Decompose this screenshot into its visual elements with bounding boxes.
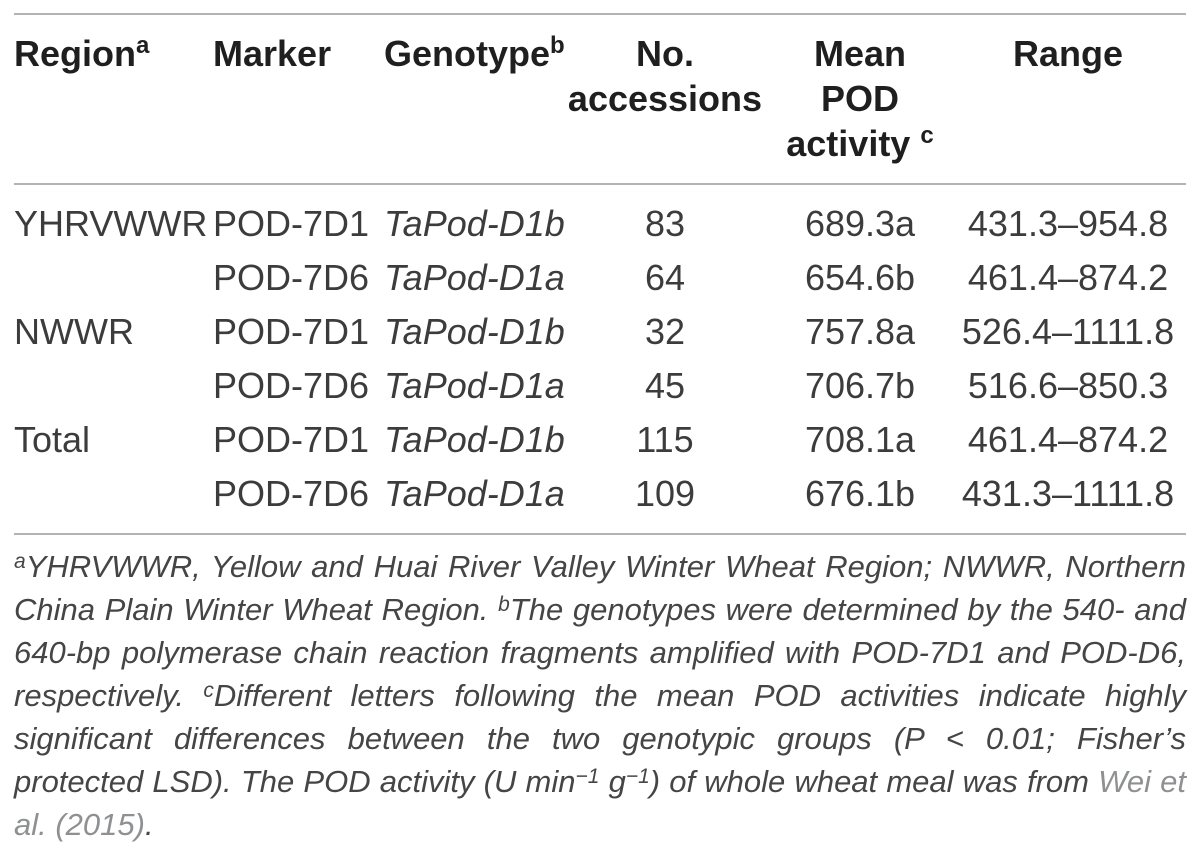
cell-genotype: TaPod-D1b [384,311,565,352]
cell-region [14,359,213,413]
footnote-text: YHRVWWR, Yellow and Huai River Valley Wi… [14,549,1186,627]
cell-marker: POD-7D6 [213,365,370,406]
header-footnote-mark: c [920,122,934,149]
cell-marker: POD-7D6 [213,257,370,298]
footnote-mark: −1 [575,764,600,788]
header-label: accessions [567,78,763,119]
cell-range: 526.4–1111.8 [961,311,1175,352]
header-cell-region: Regiona [14,14,213,185]
cell-marker: POD-7D1 [213,311,370,352]
cell-mean_pod_activity: 676.1b [804,473,916,514]
table-footnote: aYHRVWWR, Yellow and Huai River Valley W… [14,545,1186,846]
cell-range: 516.6–850.3 [967,365,1169,406]
cell-no_accessions: 45 [644,365,686,406]
cell-mean_pod_activity: 708.1a [804,419,916,460]
header-label: Genotype [384,33,551,74]
table-header-row: Regiona Marker Genotypeb No. accessions Mean P… [14,14,1186,185]
footnote-mark: −1 [625,764,650,788]
cell-no_accessions: 32 [644,311,686,352]
cell-marker: POD-7D6 [213,473,370,514]
cell-no_accessions: 83 [644,203,686,244]
footnote-text: . [144,807,154,842]
header-footnote-mark: a [136,32,150,59]
cell-range: 431.3–1111.8 [961,473,1175,514]
header-label: No. [636,33,694,74]
cell-genotype: TaPod-D1a [384,257,565,298]
cell-range: 431.3–954.8 [967,203,1169,244]
header-label: Marker [213,33,332,74]
cell-region: NWWR [14,311,134,352]
cell-genotype: TaPod-D1a [384,473,565,514]
header-cell-genotype: Genotypeb [384,14,565,185]
cell-no_accessions: 64 [644,257,686,298]
cell-mean_pod_activity: 654.6b [804,257,916,298]
footnote-text: Different letters following the mean POD… [14,678,1186,799]
cell-range: 461.4–874.2 [967,419,1169,460]
cell-range: 461.4–874.2 [967,257,1169,298]
cell-region: Total [14,419,91,460]
table-row: POD-7D6 TaPod-D1a 64 654.6b 461.4–874.2 [14,251,1186,305]
cell-no_accessions: 109 [634,473,696,514]
header-label: Mean [813,33,907,74]
footnote-mark: b [498,592,510,616]
header-cell-accessions: No. accessions [560,14,770,185]
footnote-mark: c [203,678,214,702]
cell-region [14,467,213,534]
cell-marker: POD-7D1 [213,203,370,244]
header-label: Range [1012,33,1124,74]
cell-mean_pod_activity: 689.3a [804,203,916,244]
cell-mean_pod_activity: 706.7b [804,365,916,406]
header-cell-marker: Marker [213,14,384,185]
header-cell-range: Range [950,14,1186,185]
cell-genotype: TaPod-D1a [384,365,565,406]
cell-no_accessions: 115 [636,419,694,460]
header-label: activity [786,123,911,164]
header-label: Region [14,33,136,74]
cell-genotype: TaPod-D1b [384,419,565,460]
citation-link-wei-2015[interactable]: Wei et al. (2015) [14,764,1186,842]
table-row: POD-7D6 TaPod-D1a 109 676.1b 431.3–1111.8 [14,467,1186,534]
header-cell-mean_pod: Mean POD activity c [770,14,950,185]
footnote-text: g [599,764,626,799]
table-row: YHRVWWR POD-7D1 TaPod-D1b 83 689.3a 431.3–954… [14,184,1186,251]
table-row: NWWR POD-7D1 TaPod-D1b 32 757.8a 526.4–1111.8 [14,305,1186,359]
footnote-mark: a [14,549,26,573]
table-body: YHRVWWR POD-7D1 TaPod-D1b 83 689.3a 431.3–954… [14,184,1186,534]
table-row: Total POD-7D1 TaPod-D1b 115 708.1a 461.4–874.… [14,413,1186,467]
pod-genotype-table: Regiona Marker Genotypeb No. accessions Mean P… [14,13,1186,535]
header-label: POD [820,78,899,119]
table-row: POD-7D6 TaPod-D1a 45 706.7b 516.6–850.3 [14,359,1186,413]
cell-region: YHRVWWR [14,203,208,244]
footnote-text: ) of whole wheat meal was from [649,764,1099,799]
header-footnote-mark: b [550,32,565,59]
cell-mean_pod_activity: 757.8a [804,311,916,352]
cell-region [14,251,213,305]
footnote-text: The genotypes were determined by the 540… [14,592,1186,713]
header-row: Regiona Marker Genotypeb No. accessions Mean P… [14,14,1186,185]
cell-marker: POD-7D1 [213,419,370,460]
cell-genotype: TaPod-D1b [384,203,565,244]
